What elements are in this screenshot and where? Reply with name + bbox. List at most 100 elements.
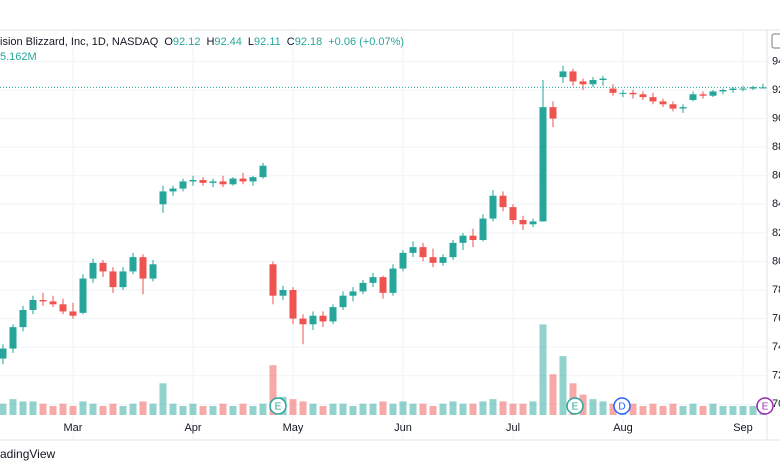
volume-bar: [59, 403, 67, 415]
volume-bar: [239, 403, 247, 415]
volume-bar: [99, 405, 107, 415]
candle-body: [699, 94, 707, 96]
y-tick-label: 86: [772, 170, 780, 182]
candle-body: [129, 257, 137, 272]
volume-bar: [389, 403, 397, 415]
y-tick-label: 88: [772, 141, 780, 153]
volume-bar: [379, 401, 387, 415]
x-tick-label: Jul: [506, 422, 520, 434]
volume-bar: [489, 399, 497, 415]
grid: [0, 30, 767, 440]
volume-bar: [49, 405, 57, 415]
volume-bar: [729, 405, 737, 415]
volume-bar: [109, 403, 117, 415]
y-tick-label: 94: [772, 55, 780, 67]
volume-bar: [499, 401, 507, 415]
candle-body: [469, 235, 477, 240]
symbol-title: ision Blizzard, Inc, 1D, NASDAQ: [0, 36, 159, 48]
quote-part: O: [164, 36, 173, 48]
quote-part: 92.18: [295, 36, 323, 48]
candle-body: [739, 88, 747, 90]
quote-part: 92.12: [173, 36, 201, 48]
candle-body: [569, 71, 577, 82]
x-tick-label: May: [283, 422, 304, 434]
candle-body: [139, 257, 147, 279]
volume-bar: [199, 405, 207, 415]
volume-bar: [749, 405, 757, 415]
candle-body: [409, 247, 417, 253]
candle-body: [589, 80, 597, 85]
y-tick-label: 72: [772, 370, 780, 382]
candle-body: [439, 257, 447, 263]
candle-body: [389, 268, 397, 293]
volume-bar: [589, 399, 597, 415]
quote-part: C: [287, 36, 295, 48]
y-tick-label: 78: [772, 284, 780, 296]
event-marker[interactable]: [756, 397, 774, 415]
x-tick-label: Sep: [733, 422, 753, 434]
event-marker[interactable]: [613, 397, 631, 415]
volume-bar: [89, 403, 97, 415]
candle-body: [39, 300, 47, 302]
volume-bar: [119, 405, 127, 415]
volume-bar: [669, 403, 677, 415]
event-label: D: [618, 402, 625, 413]
volume-bar: [699, 405, 707, 415]
volume-bar: [149, 403, 157, 415]
candle-body: [399, 252, 407, 269]
candle-body: [359, 282, 367, 292]
volume-bar: [739, 405, 747, 415]
volume-bar: [439, 403, 447, 415]
volume-bar: [689, 403, 697, 415]
y-tick-label: 74: [772, 341, 780, 353]
volume-bar: [469, 403, 477, 415]
candle-body: [369, 277, 377, 283]
volume-bar: [159, 383, 167, 415]
candle-body: [509, 207, 517, 220]
candle-body: [559, 71, 567, 78]
chart-header: ision Blizzard, Inc, 1D, NASDAQ O92.12 H92…: [0, 36, 404, 48]
event-marker[interactable]: [566, 397, 584, 415]
candle-body: [729, 88, 737, 90]
volume-bar: [169, 403, 177, 415]
candle-body: [209, 181, 217, 183]
candle-body: [29, 300, 37, 310]
candle-body: [379, 277, 387, 293]
y-tick-label: 82: [772, 227, 780, 239]
x-tick-label: Mar: [64, 422, 83, 434]
candle-body: [639, 94, 647, 98]
volume-bar: [0, 403, 7, 415]
brand: adingView: [0, 447, 55, 461]
volume-bar: [209, 405, 217, 415]
event-marker[interactable]: [269, 397, 287, 415]
candle-body: [529, 221, 537, 225]
candle-body: [69, 311, 77, 316]
volume-bar: [399, 401, 407, 415]
volume-bar: [649, 403, 657, 415]
volume-bar: [289, 399, 297, 415]
candle-body: [579, 81, 587, 85]
candle-body: [89, 262, 97, 279]
volume-bar: [719, 405, 727, 415]
volume-bar: [229, 405, 237, 415]
x-tick-label: Apr: [184, 422, 201, 434]
volume-bar: [429, 405, 437, 415]
volume-bar: [69, 405, 77, 415]
volume-bar: [509, 403, 517, 415]
candle-body: [49, 301, 57, 305]
candle-body: [629, 92, 637, 95]
volume-bar: [29, 401, 37, 415]
event-label: E: [762, 402, 769, 413]
settings-icon[interactable]: [771, 33, 780, 49]
volume-bar: [549, 374, 557, 415]
x-tick-label: Aug: [613, 422, 633, 434]
candle-body: [79, 278, 87, 313]
volume-bar: [629, 403, 637, 415]
volume-bar: [639, 405, 647, 415]
candle-body: [119, 271, 127, 288]
volume-bar: [369, 403, 377, 415]
candle-body: [9, 327, 17, 349]
candle-body: [429, 257, 437, 263]
candle-body: [199, 180, 207, 183]
